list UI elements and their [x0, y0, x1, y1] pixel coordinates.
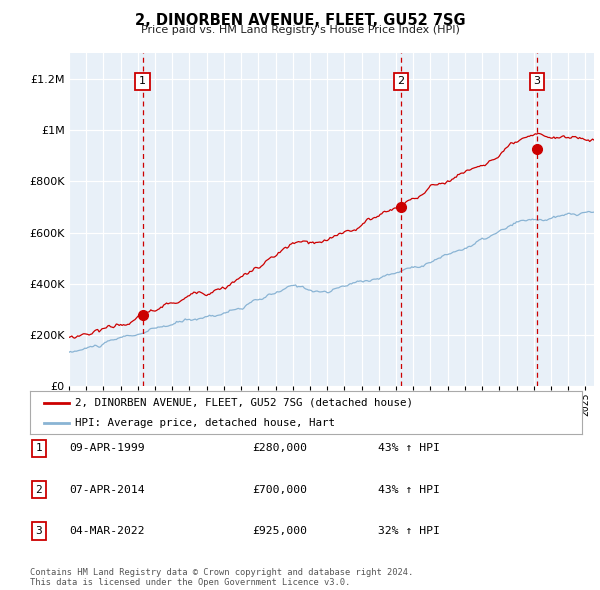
Text: 32% ↑ HPI: 32% ↑ HPI	[378, 526, 440, 536]
Text: 43% ↑ HPI: 43% ↑ HPI	[378, 485, 440, 494]
Text: Contains HM Land Registry data © Crown copyright and database right 2024.
This d: Contains HM Land Registry data © Crown c…	[30, 568, 413, 587]
Text: 1: 1	[35, 444, 43, 453]
Text: £700,000: £700,000	[252, 485, 307, 494]
Text: 09-APR-1999: 09-APR-1999	[69, 444, 145, 453]
Text: HPI: Average price, detached house, Hart: HPI: Average price, detached house, Hart	[75, 418, 335, 428]
Text: 43% ↑ HPI: 43% ↑ HPI	[378, 444, 440, 453]
Text: 2, DINORBEN AVENUE, FLEET, GU52 7SG (detached house): 2, DINORBEN AVENUE, FLEET, GU52 7SG (det…	[75, 398, 413, 408]
Text: Price paid vs. HM Land Registry's House Price Index (HPI): Price paid vs. HM Land Registry's House …	[140, 25, 460, 35]
Text: 1: 1	[139, 76, 146, 86]
Text: 04-MAR-2022: 04-MAR-2022	[69, 526, 145, 536]
Text: 3: 3	[533, 76, 540, 86]
Text: £925,000: £925,000	[252, 526, 307, 536]
Text: 2: 2	[35, 485, 43, 494]
Text: 3: 3	[35, 526, 43, 536]
Text: £280,000: £280,000	[252, 444, 307, 453]
Text: 2, DINORBEN AVENUE, FLEET, GU52 7SG: 2, DINORBEN AVENUE, FLEET, GU52 7SG	[134, 13, 466, 28]
Text: 2: 2	[397, 76, 404, 86]
Text: 07-APR-2014: 07-APR-2014	[69, 485, 145, 494]
